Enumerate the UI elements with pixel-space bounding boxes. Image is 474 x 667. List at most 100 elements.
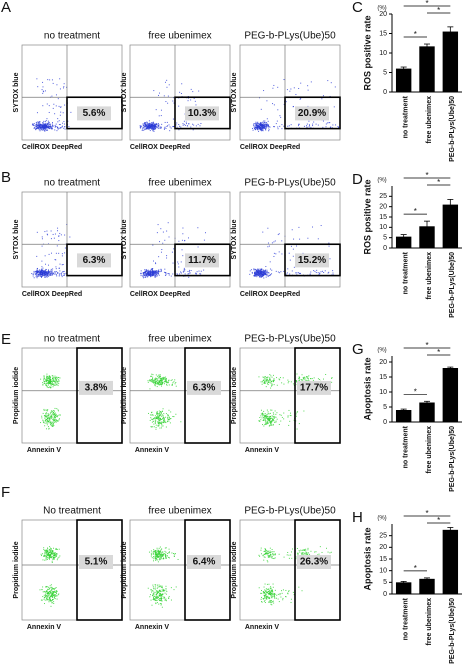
event-dot [52, 557, 54, 559]
event-dot [268, 583, 270, 585]
event-dot [42, 412, 44, 414]
event-dot [254, 271, 256, 273]
event-dot [301, 553, 303, 555]
event-dot [263, 600, 265, 602]
event-dot [150, 268, 152, 270]
event-dot [180, 421, 182, 423]
event-dot [255, 270, 257, 272]
event-dot [36, 268, 38, 270]
event-dot [269, 552, 271, 554]
event-dot [50, 587, 52, 589]
event-dot [267, 242, 269, 244]
event-dot [163, 588, 165, 590]
event-dot [262, 412, 264, 414]
event-dot [266, 122, 268, 124]
event-dot [290, 602, 292, 604]
event-dot [306, 123, 308, 125]
event-dot [181, 249, 183, 251]
event-dot [51, 560, 53, 562]
event-dot [270, 595, 272, 597]
event-dot [152, 595, 154, 597]
event-dot [157, 555, 159, 557]
event-dot [322, 126, 324, 128]
event-dot [155, 590, 157, 592]
event-dot [151, 126, 153, 128]
plot-title: PEG-b-PLys(Ube)50 [244, 334, 336, 345]
event-dot [43, 596, 45, 598]
event-dot [155, 417, 157, 419]
event-dot [58, 275, 60, 277]
event-dot [53, 601, 55, 603]
event-dot [268, 555, 270, 557]
event-dot [155, 428, 157, 430]
event-dot [158, 594, 160, 596]
event-dot [149, 271, 151, 273]
event-dot [144, 122, 146, 124]
event-dot [50, 550, 52, 552]
event-dot [260, 419, 262, 421]
event-dot [272, 419, 274, 421]
event-dot [63, 273, 65, 275]
event-dot [156, 378, 158, 380]
event-dot [310, 378, 312, 380]
event-dot [256, 123, 258, 125]
event-dot [264, 269, 266, 271]
event-dot [165, 553, 167, 555]
event-dot [265, 598, 267, 600]
event-dot [147, 380, 149, 382]
event-dot [42, 274, 44, 276]
event-dot [256, 273, 258, 275]
event-dot [35, 273, 37, 275]
event-dot [150, 375, 152, 377]
event-dot [52, 383, 54, 385]
event-dot [295, 413, 297, 415]
event-dot [265, 272, 267, 274]
event-dot [262, 419, 264, 421]
event-dot [42, 420, 44, 422]
event-dot [147, 128, 149, 130]
event-dot [47, 554, 49, 556]
event-dot [157, 596, 159, 598]
event-dot [56, 275, 58, 277]
event-dot [261, 601, 263, 603]
event-dot [51, 595, 53, 597]
event-dot [50, 548, 52, 550]
event-dot [48, 381, 50, 383]
event-dot [301, 374, 303, 376]
event-dot [52, 598, 54, 600]
event-dot [50, 417, 52, 419]
event-dot [200, 270, 202, 272]
event-dot [273, 417, 275, 419]
event-dot [143, 274, 145, 276]
event-dot [328, 242, 330, 244]
event-dot [267, 417, 269, 419]
event-dot [271, 385, 273, 387]
event-dot [296, 272, 298, 274]
event-dot [295, 94, 297, 96]
event-dot [160, 382, 162, 384]
event-dot [44, 550, 46, 552]
event-dot [48, 380, 50, 382]
event-dot [42, 126, 44, 128]
event-dot [47, 124, 49, 126]
event-dot [49, 422, 51, 424]
event-dot [283, 125, 285, 127]
event-dot [272, 553, 274, 555]
event-dot [160, 270, 162, 272]
event-dot [166, 125, 168, 127]
event-dot [256, 274, 258, 276]
percentage-bg [77, 106, 111, 121]
event-dot [44, 551, 46, 553]
event-dot [332, 124, 334, 126]
event-dot [253, 123, 255, 125]
event-dot [46, 276, 48, 278]
event-dot [59, 414, 61, 416]
event-dot [303, 410, 305, 412]
event-dot [53, 588, 55, 590]
event-dot [45, 383, 47, 385]
gate [184, 519, 231, 621]
event-dot [261, 601, 263, 603]
event-dot [159, 419, 161, 421]
event-dot [144, 270, 146, 272]
event-dot [261, 273, 263, 275]
